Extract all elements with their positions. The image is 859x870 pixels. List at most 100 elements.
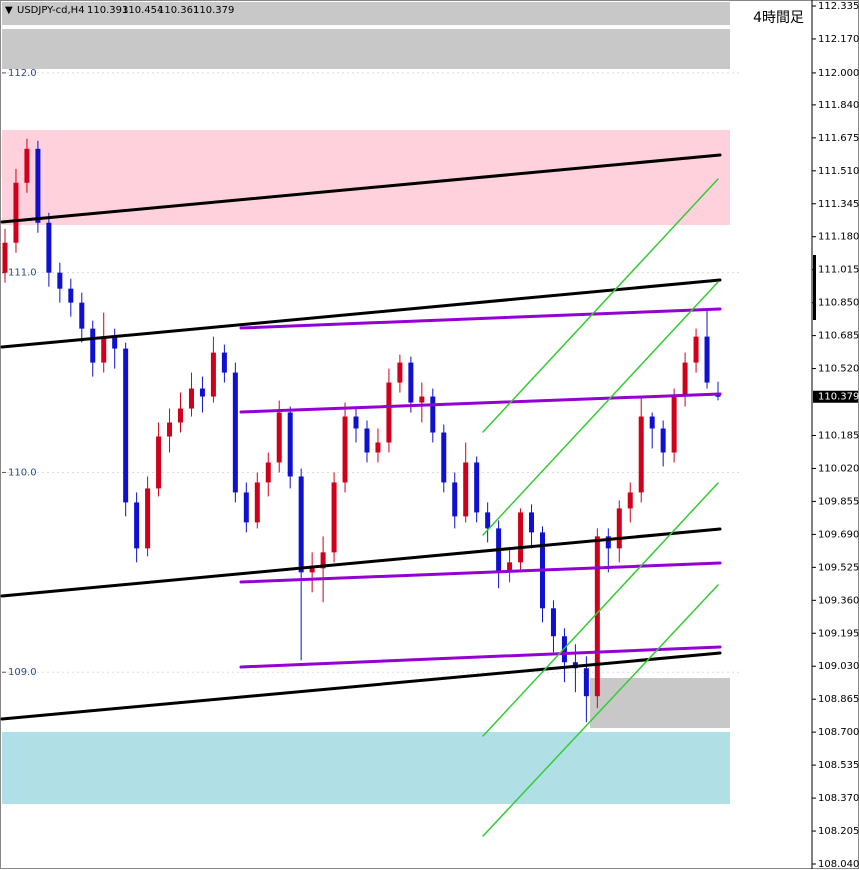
candle-body xyxy=(188,388,194,409)
channel-line xyxy=(482,584,719,837)
y-tick-label: 110.520 xyxy=(818,364,859,375)
scroll-marker xyxy=(813,255,816,320)
header-close: 110.379 xyxy=(193,5,234,16)
candle-body xyxy=(660,428,666,453)
y-tick-label: 109.195 xyxy=(818,628,859,639)
candle-body xyxy=(254,482,260,523)
y-tick-label: 110.185 xyxy=(818,430,859,441)
candle-body xyxy=(178,408,184,423)
candle-body xyxy=(57,272,63,289)
candle-body xyxy=(199,388,205,397)
candle-body xyxy=(243,492,249,523)
zone-gray xyxy=(2,29,730,69)
y-tick-label: 111.510 xyxy=(818,166,859,177)
candle-body xyxy=(79,302,85,329)
zone-gray xyxy=(2,2,730,25)
y-tick-label: 109.030 xyxy=(818,661,859,672)
candle-body xyxy=(342,416,348,483)
y-tick-label: 110.685 xyxy=(818,331,859,342)
candle-body xyxy=(419,396,425,403)
header-open: 110.393 xyxy=(87,5,128,16)
candles xyxy=(2,138,721,723)
candle-body xyxy=(550,608,556,637)
channel-line xyxy=(239,645,722,669)
price-marker-label: 110.379 xyxy=(818,392,859,403)
candle-body xyxy=(156,436,162,489)
trend-line xyxy=(0,278,722,349)
zone-pink xyxy=(2,130,730,225)
candle-body xyxy=(90,328,96,363)
candle-body xyxy=(123,348,129,503)
candle-body xyxy=(145,488,151,549)
candle-body xyxy=(46,222,52,273)
candle-body xyxy=(298,476,304,573)
candle-body xyxy=(485,512,491,529)
zone-cyan xyxy=(2,732,730,804)
price-marker xyxy=(813,390,858,403)
candle-body xyxy=(364,428,370,453)
candle-body xyxy=(309,568,315,573)
candle-body xyxy=(518,512,524,563)
candle-body xyxy=(682,362,688,397)
y-tick-label: 110.020 xyxy=(818,463,859,474)
level-label: 110.0 xyxy=(8,467,37,478)
candle-body xyxy=(507,562,513,573)
y-tick-label: 110.850 xyxy=(818,298,859,309)
candle-body xyxy=(452,482,458,517)
y-tick-label: 108.535 xyxy=(818,760,859,771)
candle-body xyxy=(210,352,216,397)
y-tick-label: 108.865 xyxy=(818,694,859,705)
candle-body xyxy=(649,416,655,429)
trend-line xyxy=(0,153,722,224)
y-tick-label: 109.525 xyxy=(818,562,859,573)
candle-body xyxy=(112,336,118,349)
y-tick-label: 108.040 xyxy=(818,859,859,870)
y-tick-label: 111.015 xyxy=(818,265,859,276)
header-high: 110.454 xyxy=(122,5,163,16)
candle-body xyxy=(167,422,173,437)
candle-body xyxy=(68,288,74,303)
candle-body xyxy=(331,482,337,553)
y-tick-label: 109.690 xyxy=(818,529,859,540)
header-low: 110.361 xyxy=(158,5,199,16)
candle-body xyxy=(627,492,633,509)
candle-body xyxy=(320,552,326,569)
channel-line xyxy=(482,482,719,737)
channel-line xyxy=(482,178,719,433)
candle-body xyxy=(605,536,611,549)
channel-line xyxy=(239,307,722,330)
candle-body xyxy=(35,148,41,223)
candle-body xyxy=(583,668,589,697)
y-tick-label: 109.360 xyxy=(818,595,859,606)
candle-body xyxy=(408,362,414,403)
candle-body xyxy=(463,462,469,517)
candle-body xyxy=(474,462,480,513)
y-tick-label: 108.205 xyxy=(818,826,859,837)
zones xyxy=(2,2,730,804)
candle-body xyxy=(375,442,381,453)
candle-body xyxy=(13,182,19,243)
candle-body xyxy=(704,336,710,383)
candle-body xyxy=(616,508,622,549)
candle-body xyxy=(134,502,140,549)
candle-body xyxy=(529,512,535,533)
candle-body xyxy=(24,148,30,183)
candle-body xyxy=(386,382,392,443)
y-tick-label: 111.180 xyxy=(818,232,859,243)
candle-body xyxy=(2,242,8,273)
candle-body xyxy=(101,336,107,363)
grid: 112.0 111.0 110.0 109.0 xyxy=(2,68,740,678)
level-label: 109.0 xyxy=(8,667,37,678)
y-tick-label: 111.840 xyxy=(818,100,859,111)
candle-body xyxy=(221,352,227,373)
y-tick-label: 111.675 xyxy=(818,133,859,144)
candle-body xyxy=(353,416,359,429)
price-axis: 112.335 112.170 112.000 111.840 111.675 111.5… xyxy=(812,1,859,870)
channel-line xyxy=(482,281,719,536)
candle-body xyxy=(693,336,699,363)
candle-body xyxy=(638,416,644,493)
candle-body xyxy=(276,412,282,463)
trend-lines xyxy=(0,153,722,837)
y-tick-label: 108.700 xyxy=(818,727,859,738)
